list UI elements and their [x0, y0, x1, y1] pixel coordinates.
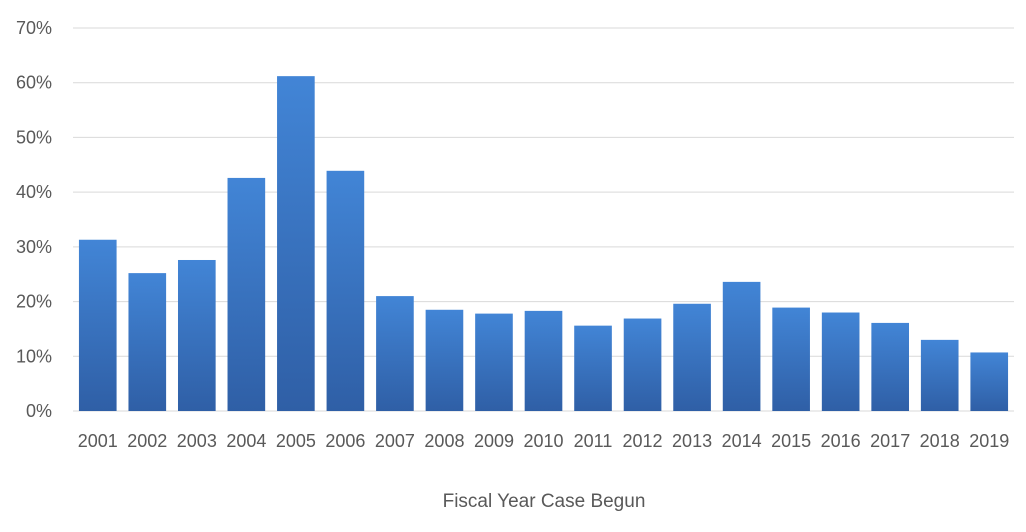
x-axis-tick-labels: 2001 2002 2003 2004 2005 2006 2007 2008 2009 2010… [78, 431, 1010, 451]
y-tick-label: 60% [16, 73, 52, 93]
y-tick-label: 70% [16, 18, 52, 38]
bar-2007 [376, 296, 414, 411]
bar-2005 [277, 76, 315, 412]
bar-2012 [623, 318, 662, 411]
y-tick-label: 40% [16, 182, 52, 202]
x-tick-label: 2002 [127, 431, 167, 451]
bar-2016 [821, 312, 860, 411]
x-tick-label: 2005 [276, 431, 316, 451]
y-tick-label: 30% [16, 237, 52, 257]
x-tick-label: 2010 [523, 431, 563, 451]
y-axis-tick-labels: 0% 10% 20% 30% 40% 50% 60% 70% [16, 18, 52, 421]
y-tick-label: 20% [16, 292, 52, 312]
bar-2017 [871, 322, 910, 411]
x-tick-label: 2016 [821, 431, 861, 451]
bar-2006 [326, 170, 365, 411]
bar-2004 [227, 177, 266, 411]
bars [78, 76, 1009, 412]
y-tick-label: 50% [16, 127, 52, 147]
x-tick-label: 2006 [325, 431, 365, 451]
bar-2011 [574, 325, 612, 411]
x-tick-label: 2008 [424, 431, 464, 451]
bar-2014 [722, 281, 761, 411]
x-tick-label: 2013 [672, 431, 712, 451]
x-tick-label: 2012 [623, 431, 663, 451]
x-tick-label: 2017 [870, 431, 910, 451]
x-tick-label: 2003 [177, 431, 217, 451]
x-axis-title: Fiscal Year Case Begun [443, 491, 646, 512]
bar-2003 [177, 259, 216, 411]
x-tick-label: 2014 [722, 431, 762, 451]
x-tick-label: 2009 [474, 431, 514, 451]
bar-2013 [673, 303, 711, 411]
x-tick-label: 2019 [969, 431, 1009, 451]
x-tick-label: 2011 [574, 431, 613, 451]
x-tick-label: 2015 [771, 431, 811, 451]
bar-2002 [128, 273, 167, 411]
x-tick-label: 2004 [226, 431, 266, 451]
bar-2015 [772, 307, 810, 411]
y-tick-label: 0% [26, 401, 52, 421]
x-tick-label: 2007 [375, 431, 415, 451]
y-tick-label: 10% [16, 346, 52, 366]
x-tick-label: 2018 [920, 431, 960, 451]
bar-2001 [78, 239, 117, 411]
bar-2018 [920, 339, 959, 411]
bar-2009 [475, 313, 513, 411]
bar-2008 [425, 309, 464, 411]
x-tick-label: 2001 [78, 431, 118, 451]
bar-2010 [524, 310, 563, 411]
bar-2019 [970, 352, 1009, 411]
